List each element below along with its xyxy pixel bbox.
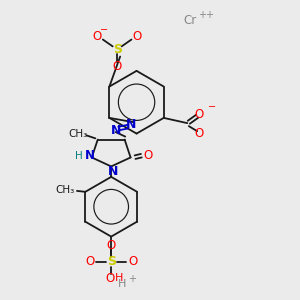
Text: N: N — [84, 149, 94, 163]
Text: +: + — [128, 274, 136, 284]
Text: O: O — [106, 239, 116, 252]
Text: H: H — [117, 279, 126, 289]
Text: Cr: Cr — [184, 14, 197, 27]
Text: O: O — [143, 149, 152, 163]
Text: H: H — [75, 151, 83, 161]
Text: −: − — [100, 25, 108, 35]
Text: CH₃: CH₃ — [69, 129, 88, 139]
Text: O: O — [133, 30, 142, 43]
Text: ++: ++ — [198, 10, 214, 20]
Text: N: N — [110, 124, 121, 137]
Text: O: O — [128, 256, 137, 268]
Text: N: N — [107, 165, 118, 178]
Text: O: O — [195, 127, 204, 140]
Text: O: O — [85, 256, 94, 268]
Text: CH₃: CH₃ — [56, 185, 75, 195]
Text: −: − — [208, 102, 216, 112]
Text: O: O — [195, 108, 204, 121]
Text: O: O — [112, 60, 122, 73]
Text: O: O — [92, 30, 101, 43]
Text: H: H — [115, 273, 123, 284]
Text: S: S — [107, 256, 116, 268]
Text: N: N — [125, 118, 136, 131]
Text: O: O — [105, 272, 114, 285]
Text: S: S — [113, 44, 122, 56]
